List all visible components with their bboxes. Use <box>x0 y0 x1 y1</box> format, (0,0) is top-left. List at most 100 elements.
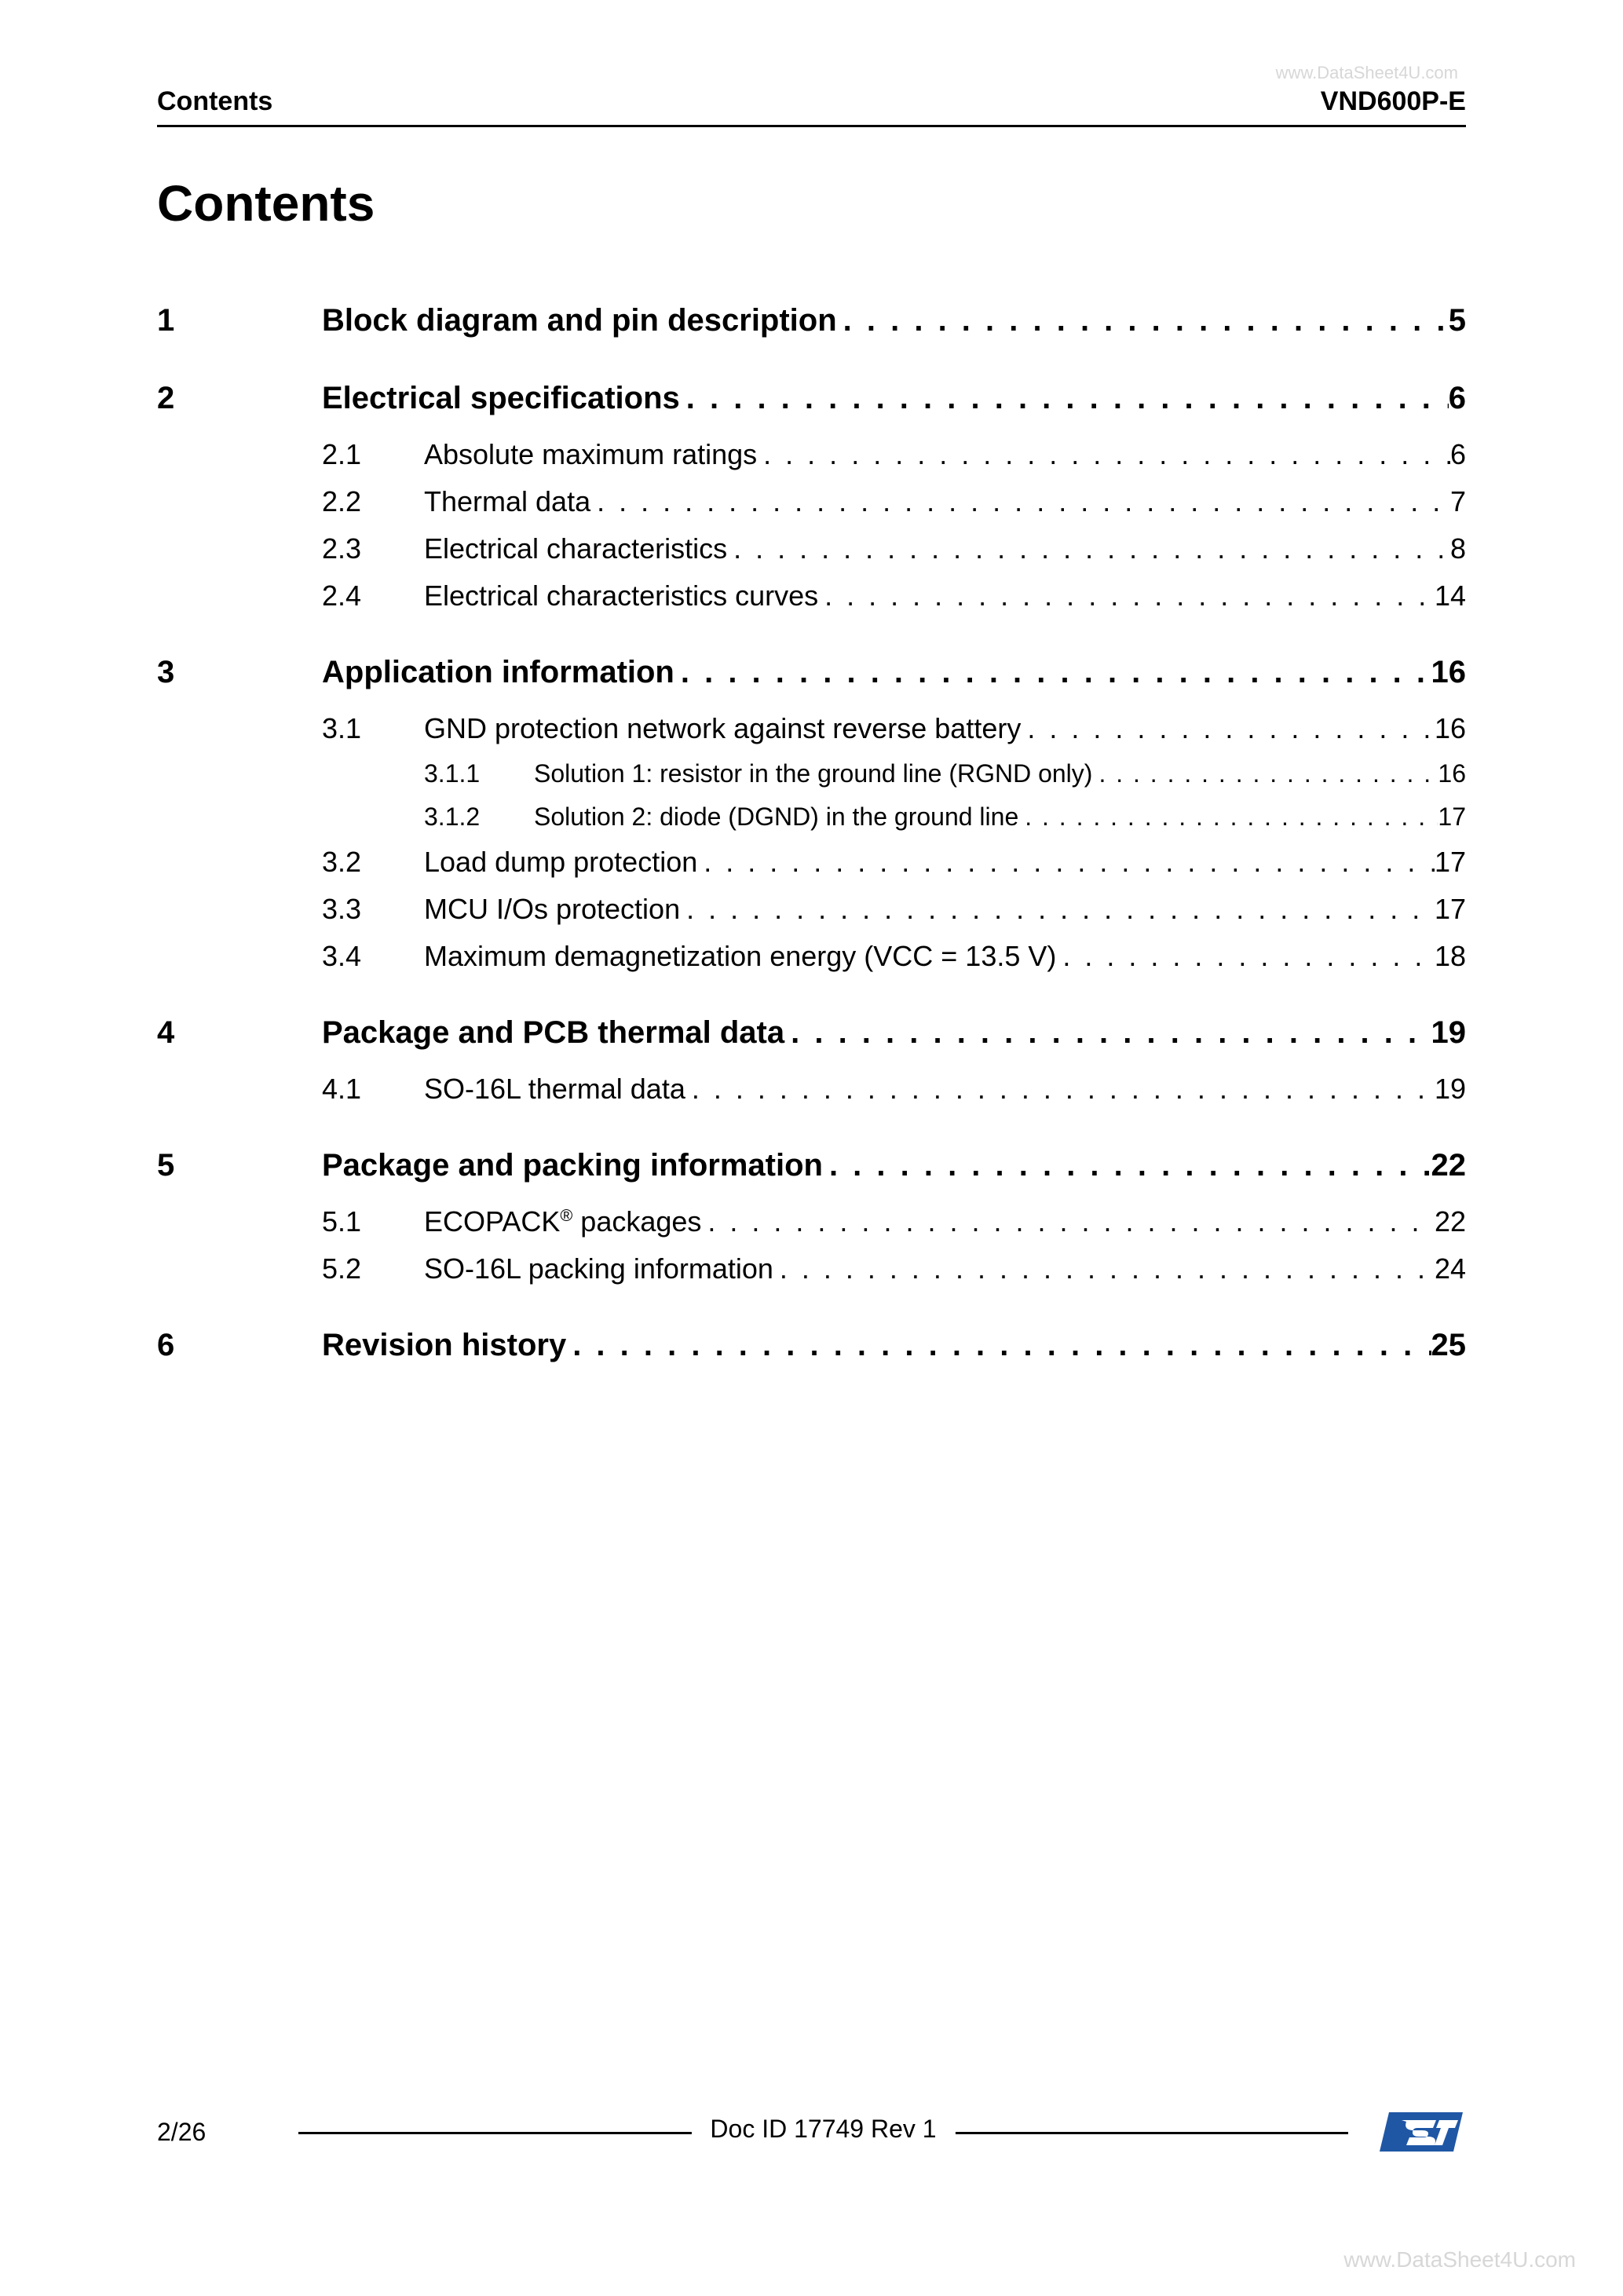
toc-chapter-number: 6 <box>157 1328 322 1363</box>
toc-entry-title: SO-16L packing information <box>424 1252 773 1285</box>
toc-leader-dots: . . . . . . . . . . . . . . . . . . . . … <box>823 1148 1431 1183</box>
toc-page-number: 14 <box>1435 579 1466 612</box>
toc-entry[interactable]: 3Application information . . . . . . . .… <box>157 655 1466 690</box>
toc-entry-title: Electrical characteristics <box>424 532 727 565</box>
footer-doc-id: Doc ID 17749 Rev 1 <box>691 2115 955 2144</box>
toc-leader-dots: . . . . . . . . . . . . . . . . . . . . … <box>701 1205 1435 1238</box>
toc-entry-title: MCU I/Os protection <box>424 893 680 926</box>
toc-page-number: 19 <box>1435 1073 1466 1106</box>
toc-page-number: 6 <box>1449 381 1466 416</box>
toc-entry-title: Load dump protection <box>424 846 697 879</box>
toc-leader-dots: . . . . . . . . . . . . . . . . . . . . … <box>680 893 1435 926</box>
toc-entry-title: Package and packing information <box>322 1148 823 1183</box>
toc-leader-dots: . . . . . . . . . . . . . . . . . . . . … <box>674 655 1431 690</box>
toc-entry-title: Solution 1: resistor in the ground line … <box>534 759 1092 788</box>
toc-entry[interactable]: 3.4Maximum demagnetization energy (VCC =… <box>157 940 1466 973</box>
toc-page-number: 17 <box>1435 893 1466 926</box>
toc-leader-dots: . . . . . . . . . . . . . . . . . . . . … <box>685 1073 1435 1106</box>
toc-entry[interactable]: 5.1ECOPACK® packages . . . . . . . . . .… <box>157 1205 1466 1238</box>
st-logo <box>1348 2109 1466 2155</box>
toc-entry[interactable]: 6Revision history . . . . . . . . . . . … <box>157 1328 1466 1363</box>
toc-entry-title: Electrical characteristics curves <box>424 579 818 612</box>
toc-section-number: 2.1 <box>322 438 424 471</box>
toc-leader-dots: . . . . . . . . . . . . . . . . . . . . … <box>697 846 1435 879</box>
toc-entry[interactable]: 4.1SO-16L thermal data . . . . . . . . .… <box>157 1073 1466 1106</box>
toc-entry[interactable]: 2.1Absolute maximum ratings . . . . . . … <box>157 438 1466 471</box>
toc-entry-title: Maximum demagnetization energy (VCC = 13… <box>424 940 1056 973</box>
toc-entry-title: Application information <box>322 655 674 690</box>
page-header: Contents VND600P-E <box>157 86 1466 127</box>
toc-section-number: 4.1 <box>322 1073 424 1106</box>
toc-chapter-number: 5 <box>157 1148 322 1183</box>
toc-entry-title: Package and PCB thermal data <box>322 1015 784 1051</box>
toc-entry-title: Thermal data <box>424 485 590 518</box>
toc-page-number: 17 <box>1438 803 1466 832</box>
toc-leader-dots: . . . . . . . . . . . . . . . . . . . . … <box>757 438 1450 471</box>
toc-leader-dots: . . . . . . . . . . . . . . . . . . . . … <box>773 1252 1435 1285</box>
toc-leader-dots: . . . . . . . . . . . . . . . . . . . . … <box>566 1328 1431 1363</box>
page-footer: 2/26 Doc ID 17749 Rev 1 <box>157 2109 1466 2155</box>
toc-page-number: 24 <box>1435 1252 1466 1285</box>
toc-entry[interactable]: 5Package and packing information . . . .… <box>157 1148 1466 1183</box>
toc-chapter-number: 4 <box>157 1015 322 1051</box>
toc-entry[interactable]: 4Package and PCB thermal data . . . . . … <box>157 1015 1466 1051</box>
toc-entry-title: Revision history <box>322 1328 566 1363</box>
toc-entry[interactable]: 3.3MCU I/Os protection . . . . . . . . .… <box>157 893 1466 926</box>
toc-section-number: 5.1 <box>322 1205 424 1238</box>
toc-entry[interactable]: 3.1.1Solution 1: resistor in the ground … <box>157 759 1466 788</box>
table-of-contents: 1Block diagram and pin description . . .… <box>157 303 1466 1363</box>
toc-leader-dots: . . . . . . . . . . . . . . . . . . . . … <box>590 485 1450 518</box>
toc-leader-dots: . . . . . . . . . . . . . . . . . . . . … <box>1021 712 1435 745</box>
toc-page-number: 6 <box>1450 438 1466 471</box>
toc-entry[interactable]: 2.4Electrical characteristics curves . .… <box>157 579 1466 612</box>
toc-chapter-number: 3 <box>157 655 322 690</box>
watermark-top: www.DataSheet4U.com <box>1276 63 1458 83</box>
toc-page-number: 22 <box>1431 1148 1467 1183</box>
toc-entry[interactable]: 1Block diagram and pin description . . .… <box>157 303 1466 338</box>
toc-entry[interactable]: 3.1GND protection network against revers… <box>157 712 1466 745</box>
toc-entry-title: Block diagram and pin description <box>322 303 837 338</box>
toc-entry-title: Solution 2: diode (DGND) in the ground l… <box>534 803 1018 832</box>
toc-leader-dots: . . . . . . . . . . . . . . . . . . . . … <box>818 579 1435 612</box>
toc-leader-dots: . . . . . . . . . . . . . . . . . . . . … <box>727 532 1450 565</box>
toc-page-number: 16 <box>1435 712 1466 745</box>
toc-page-number: 18 <box>1435 940 1466 973</box>
footer-rule: Doc ID 17749 Rev 1 <box>298 2116 1348 2148</box>
toc-page-number: 16 <box>1438 759 1466 788</box>
toc-page-number: 22 <box>1435 1205 1466 1238</box>
toc-entry[interactable]: 5.2SO-16L packing information . . . . . … <box>157 1252 1466 1285</box>
toc-section-number: 3.3 <box>322 893 424 926</box>
page-title: Contents <box>157 174 1466 232</box>
toc-entry-title: GND protection network against reverse b… <box>424 712 1021 745</box>
page: www.DataSheet4U.com Contents VND600P-E C… <box>0 0 1623 2296</box>
toc-page-number: 7 <box>1450 485 1466 518</box>
toc-entry[interactable]: 3.1.2Solution 2: diode (DGND) in the gro… <box>157 803 1466 832</box>
toc-page-number: 17 <box>1435 846 1466 879</box>
toc-page-number: 19 <box>1431 1015 1467 1051</box>
toc-subsection-number: 3.1.2 <box>424 803 534 832</box>
toc-section-number: 5.2 <box>322 1252 424 1285</box>
toc-leader-dots: . . . . . . . . . . . . . . . . . . . . … <box>784 1015 1431 1051</box>
toc-entry[interactable]: 2.3Electrical characteristics . . . . . … <box>157 532 1466 565</box>
toc-entry-title: Absolute maximum ratings <box>424 438 757 471</box>
toc-page-number: 8 <box>1450 532 1466 565</box>
toc-entry[interactable]: 2Electrical specifications . . . . . . .… <box>157 381 1466 416</box>
toc-page-number: 16 <box>1431 655 1467 690</box>
toc-subsection-number: 3.1.1 <box>424 759 534 788</box>
toc-chapter-number: 2 <box>157 381 322 416</box>
toc-section-number: 2.3 <box>322 532 424 565</box>
toc-leader-dots: . . . . . . . . . . . . . . . . . . . . … <box>837 303 1449 338</box>
toc-entry-title: ECOPACK® packages <box>424 1205 701 1238</box>
toc-entry-title: SO-16L thermal data <box>424 1073 685 1106</box>
toc-leader-dots: . . . . . . . . . . . . . . . . . . . . … <box>1092 759 1438 788</box>
toc-section-number: 2.4 <box>322 579 424 612</box>
watermark-bottom: www.DataSheet4U.com <box>1343 2247 1576 2272</box>
toc-page-number: 5 <box>1449 303 1466 338</box>
toc-entry[interactable]: 3.2Load dump protection . . . . . . . . … <box>157 846 1466 879</box>
toc-entry[interactable]: 2.2Thermal data . . . . . . . . . . . . … <box>157 485 1466 518</box>
toc-leader-dots: . . . . . . . . . . . . . . . . . . . . … <box>680 381 1449 416</box>
header-part-number: VND600P-E <box>1321 86 1466 117</box>
toc-leader-dots: . . . . . . . . . . . . . . . . . . . . … <box>1018 803 1438 832</box>
toc-section-number: 2.2 <box>322 485 424 518</box>
toc-section-number: 3.1 <box>322 712 424 745</box>
